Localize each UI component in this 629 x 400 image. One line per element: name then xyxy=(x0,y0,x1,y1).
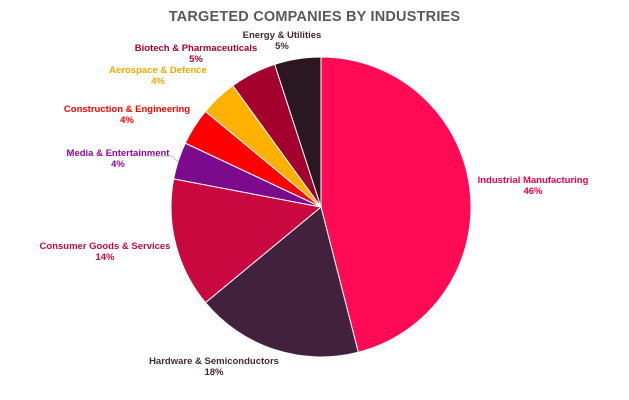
leader-line-media-and-entertainment xyxy=(150,155,179,163)
slice-label-name: Media & Entertainment xyxy=(67,148,171,159)
slice-label-consumer-goods-and-services: Consumer Goods & Services 14% xyxy=(40,241,171,263)
slice-label-name: Consumer Goods & Services xyxy=(40,241,171,252)
slice-label-name: Biotech & Pharmaceuticals xyxy=(135,43,258,54)
slice-label-name: Hardware & Semiconductors xyxy=(149,356,279,367)
slice-label-value: 14% xyxy=(95,252,115,263)
slice-label-name: Energy & Utilities xyxy=(243,30,322,41)
slice-label-value: 4% xyxy=(120,115,134,126)
slice-label-aerospace-and-defence: Aerospace & Defence 4% xyxy=(109,65,207,87)
slice-label-value: 4% xyxy=(111,159,125,170)
slice-label-value: 4% xyxy=(151,76,165,87)
pie-slice-industrial-manufacturing xyxy=(320,56,472,353)
slice-label-energy-and-utilities: Energy & Utilities 5% xyxy=(243,30,322,52)
slice-label-name: Construction & Engineering xyxy=(64,104,190,115)
slice-label-industrial-manufacturing: Industrial Manufacturing 46% xyxy=(478,175,589,197)
slice-label-name: Industrial Manufacturing xyxy=(478,175,589,186)
slice-label-value: 18% xyxy=(204,367,224,378)
slice-label-value: 5% xyxy=(275,41,289,52)
slice-label-biotech-and-pharmaceuticals: Biotech & Pharmaceuticals 5% xyxy=(135,43,258,65)
chart-title: TARGETED COMPANIES BY INDUSTRIES xyxy=(168,9,461,25)
pie-slice-hardware-and-semiconductors xyxy=(204,206,359,358)
slice-label-value: 46% xyxy=(523,186,543,197)
slice-label-name: Aerospace & Defence xyxy=(109,65,207,76)
pie-slice-consumer-goods-and-services xyxy=(170,178,323,304)
slice-label-construction-and-engineering: Construction & Engineering 4% xyxy=(64,104,190,126)
slice-label-hardware-and-semiconductors: Hardware & Semiconductors 18% xyxy=(149,356,279,378)
pie-slice-energy-and-utilities xyxy=(274,56,322,208)
slice-label-value: 5% xyxy=(189,54,203,65)
slice-label-media-and-entertainment: Media & Entertainment 4% xyxy=(67,148,171,170)
